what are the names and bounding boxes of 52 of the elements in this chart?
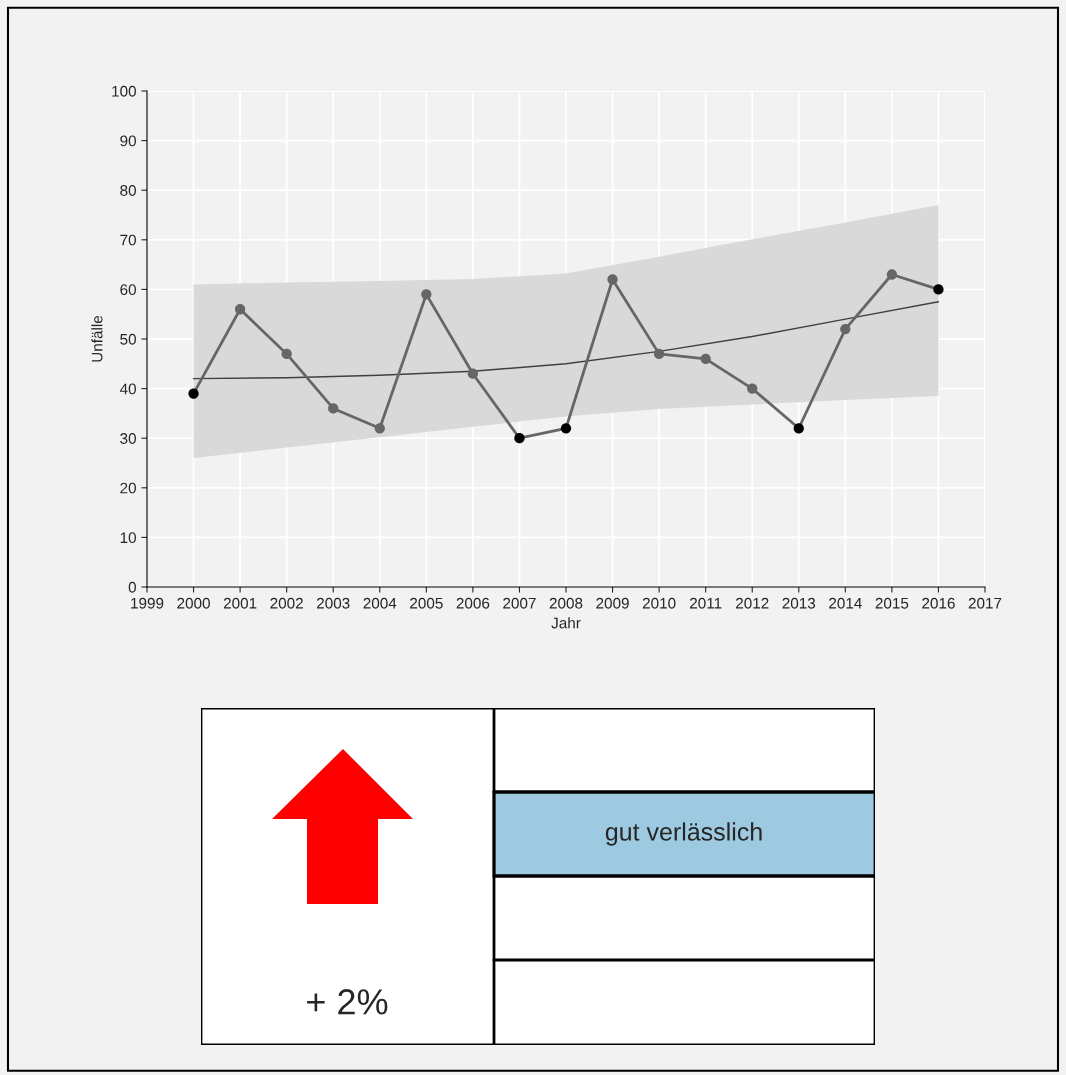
- x-tick-label: 1999: [131, 597, 164, 609]
- x-axis-title: Jahr: [551, 617, 581, 629]
- x-tick-label: 2013: [782, 597, 816, 609]
- point: [607, 274, 618, 285]
- x-tick-label: 2003: [317, 597, 350, 609]
- y-tick-label: 0: [128, 581, 136, 593]
- point: [421, 289, 432, 300]
- line-series: [192, 301, 940, 380]
- point: [840, 323, 851, 335]
- text: + 2%: [307, 989, 388, 1015]
- x-tick-label: 2000: [177, 597, 210, 609]
- point: [747, 383, 758, 394]
- x-tick-label: 2012: [736, 597, 769, 609]
- y-tick-label: 90: [120, 135, 136, 147]
- point: [281, 348, 292, 360]
- point: [933, 284, 944, 295]
- point: [467, 368, 479, 379]
- point: [328, 403, 339, 414]
- x-tick-label: 2008: [549, 597, 583, 609]
- point: [514, 433, 525, 444]
- x-tick-label: 2002: [270, 597, 303, 609]
- point: [374, 423, 385, 434]
- x-tick-label: 2014: [829, 597, 862, 609]
- text: gut verlässlich: [605, 822, 762, 846]
- point: [793, 423, 804, 434]
- point: [234, 304, 246, 315]
- y-axis-title: Unfälle: [91, 315, 103, 362]
- x-tick-label: 2001: [223, 597, 257, 609]
- point: [886, 269, 898, 280]
- point: [188, 388, 199, 399]
- y-tick-label: 60: [120, 284, 136, 296]
- point: [653, 348, 665, 360]
- y-tick-label: 30: [120, 433, 136, 444]
- y-tick-label: 80: [120, 185, 136, 196]
- x-tick-label: 2004: [363, 597, 397, 609]
- y-tick-label: 100: [112, 85, 136, 97]
- point: [560, 423, 572, 434]
- point: [700, 353, 711, 364]
- x-tick-label: 2010: [642, 597, 676, 609]
- x-tick-label: 2009: [596, 597, 629, 609]
- x-tick-label: 2016: [922, 597, 955, 609]
- x-tick-label: 2017: [968, 597, 1002, 609]
- y-tick-label: 40: [119, 383, 136, 395]
- y-tick-label: 50: [120, 333, 136, 345]
- y-tick-label: 10: [120, 532, 136, 544]
- y-tick-label: 20: [120, 482, 136, 494]
- y-tick-label: 70: [120, 234, 136, 246]
- x-tick-label: 2015: [875, 597, 909, 609]
- x-tick-label: 2005: [410, 597, 443, 609]
- x-tick-label: 2011: [690, 597, 722, 609]
- x-tick-label: 2006: [456, 597, 490, 609]
- x-tick-label: 2007: [503, 597, 536, 609]
